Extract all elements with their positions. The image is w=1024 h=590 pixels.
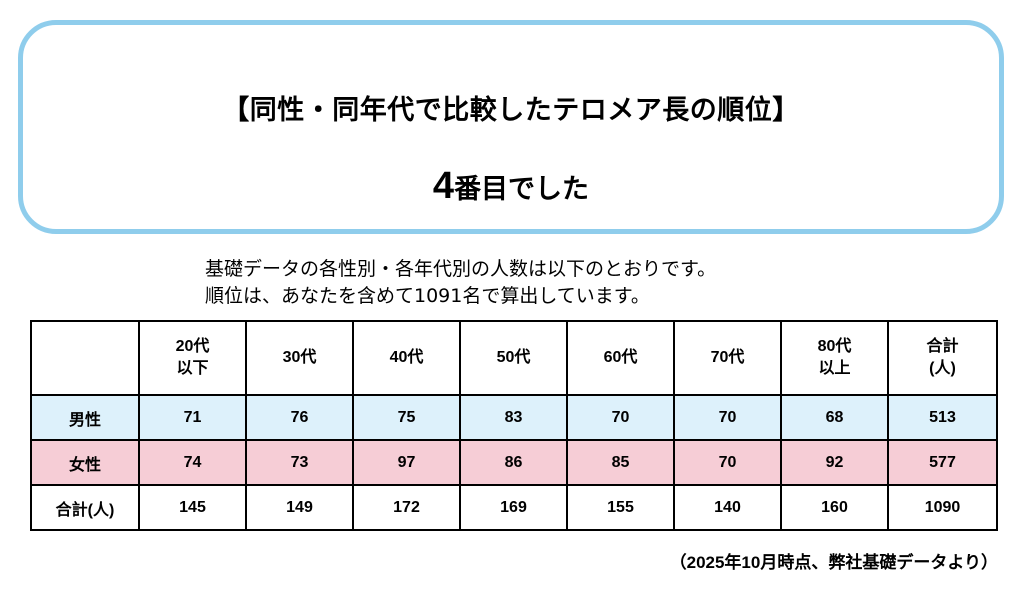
table-cell: 145	[138, 484, 247, 531]
table-cell: 160	[780, 484, 889, 531]
table-cell: 85	[566, 439, 675, 486]
table-cell: 86	[459, 439, 568, 486]
row-label-total: 合計(人)	[30, 484, 140, 531]
header-50s: 50代	[459, 320, 568, 396]
header-20s-under: 20代 以下	[138, 320, 247, 396]
table-cell-total: 1090	[887, 484, 998, 531]
header-30s: 30代	[245, 320, 354, 396]
table-cell: 75	[352, 394, 461, 441]
row-label-female: 女性	[30, 439, 140, 486]
header-70s: 70代	[673, 320, 782, 396]
header-40s: 40代	[352, 320, 461, 396]
table-cell: 92	[780, 439, 889, 486]
table-cell-total: 513	[887, 394, 998, 441]
result-title: 【同性・同年代で比較したテロメア長の順位】	[222, 95, 800, 126]
table-row-male: 男性 71 76 75 83 70 70 68 513	[30, 394, 998, 441]
rank-result: 4番目でした	[23, 165, 999, 208]
table-cell: 149	[245, 484, 354, 531]
table-cell: 74	[138, 439, 247, 486]
table-cell: 70	[566, 394, 675, 441]
table-cell: 70	[673, 394, 782, 441]
table-cell: 140	[673, 484, 782, 531]
rank-number: 4	[432, 165, 455, 207]
intro-line-2: 順位は、あなたを含めて1091名で算出しています。	[205, 285, 650, 307]
table-cell: 172	[352, 484, 461, 531]
table-cell: 169	[459, 484, 568, 531]
header-corner	[30, 320, 140, 396]
table-cell: 76	[245, 394, 354, 441]
population-table: 20代 以下 30代 40代 50代 60代 70代 80代 以上 合計 (人)…	[30, 320, 998, 531]
table-cell-total: 577	[887, 439, 998, 486]
rank-text: 番目でした	[454, 174, 590, 205]
table-header-row: 20代 以下 30代 40代 50代 60代 70代 80代 以上 合計 (人)	[30, 320, 998, 396]
intro-text: 基礎データの各性別・各年代別の人数は以下のとおりです。 順位は、あなたを含めて1…	[205, 256, 716, 310]
table-cell: 68	[780, 394, 889, 441]
header-total: 合計 (人)	[887, 320, 998, 396]
result-box: 【同性・同年代で比較したテロメア長の順位】 4番目でした	[18, 20, 1004, 234]
header-80s-over: 80代 以上	[780, 320, 889, 396]
table-cell: 73	[245, 439, 354, 486]
table-cell: 71	[138, 394, 247, 441]
source-footnote: （2025年10月時点、弊社基礎データより）	[669, 553, 998, 572]
table-cell: 97	[352, 439, 461, 486]
table-cell: 155	[566, 484, 675, 531]
header-60s: 60代	[566, 320, 675, 396]
row-label-male: 男性	[30, 394, 140, 441]
table-row-female: 女性 74 73 97 86 85 70 92 577	[30, 439, 998, 486]
intro-line-1: 基礎データの各性別・各年代別の人数は以下のとおりです。	[205, 258, 717, 280]
table-cell: 83	[459, 394, 568, 441]
table-cell: 70	[673, 439, 782, 486]
table-row-total: 合計(人) 145 149 172 169 155 140 160 1090	[30, 484, 998, 531]
